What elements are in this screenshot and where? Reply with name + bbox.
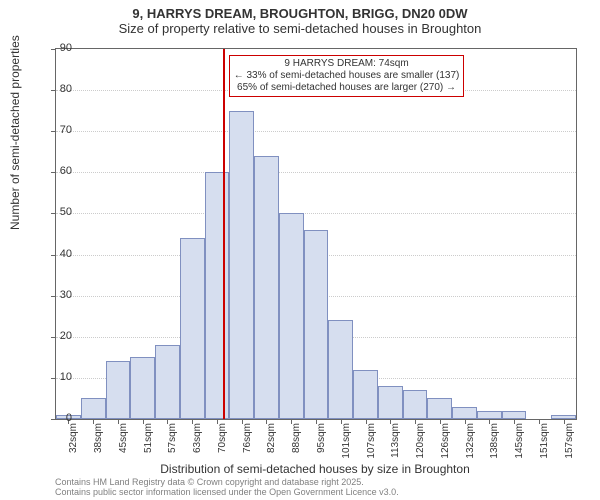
- annotation-box: 9 HARRYS DREAM: 74sqm← 33% of semi-detac…: [229, 55, 465, 97]
- chart-title-address: 9, HARRYS DREAM, BROUGHTON, BRIGG, DN20 …: [0, 0, 600, 21]
- histogram-bar: [403, 390, 428, 419]
- xtick-label: 113sqm: [390, 423, 401, 463]
- footnote-line2: Contains public sector information licen…: [55, 488, 399, 498]
- xtick-label: 76sqm: [242, 423, 253, 463]
- xtick-label: 51sqm: [143, 423, 154, 463]
- histogram-bar: [353, 370, 378, 419]
- histogram-bar: [452, 407, 477, 419]
- xtick-label: 120sqm: [415, 423, 426, 463]
- histogram-bar: [130, 357, 155, 419]
- xtick-label: 63sqm: [192, 423, 203, 463]
- histogram-bar: [155, 345, 180, 419]
- plot-area: 32sqm38sqm45sqm51sqm57sqm63sqm70sqm76sqm…: [55, 48, 577, 420]
- xtick-label: 45sqm: [118, 423, 129, 463]
- annotation-line3: 65% of semi-detached houses are larger (…: [234, 82, 460, 94]
- histogram-bar: [279, 213, 304, 419]
- xtick-label: 151sqm: [539, 423, 550, 463]
- annotation-line2: ← 33% of semi-detached houses are smalle…: [234, 70, 460, 82]
- ytick-label: 60: [42, 165, 72, 177]
- ytick-label: 50: [42, 206, 72, 218]
- histogram-bar: [378, 386, 403, 419]
- ytick-label: 90: [42, 42, 72, 54]
- gridline: [56, 131, 576, 132]
- xtick-label: 70sqm: [217, 423, 228, 463]
- histogram-bar: [254, 156, 279, 419]
- xtick-label: 38sqm: [93, 423, 104, 463]
- histogram-bar: [427, 398, 452, 419]
- xtick-label: 157sqm: [564, 423, 575, 463]
- ytick-label: 0: [42, 412, 72, 424]
- chart-title-subtitle: Size of property relative to semi-detach…: [0, 21, 600, 40]
- histogram-bar: [477, 411, 502, 419]
- xtick-label: 145sqm: [514, 423, 525, 463]
- ytick-label: 70: [42, 124, 72, 136]
- histogram-bar: [229, 111, 254, 419]
- xtick-label: 107sqm: [366, 423, 377, 463]
- histogram-bar: [81, 398, 106, 419]
- xtick-label: 82sqm: [266, 423, 277, 463]
- gridline: [56, 172, 576, 173]
- gridline: [56, 213, 576, 214]
- ytick-label: 40: [42, 248, 72, 260]
- attribution-footnote: Contains HM Land Registry data © Crown c…: [55, 478, 399, 498]
- xtick-label: 132sqm: [465, 423, 476, 463]
- chart-container: 9, HARRYS DREAM, BROUGHTON, BRIGG, DN20 …: [0, 0, 600, 500]
- histogram-bar: [180, 238, 205, 419]
- xtick-label: 138sqm: [489, 423, 500, 463]
- ytick-label: 80: [42, 83, 72, 95]
- histogram-bar: [304, 230, 329, 419]
- property-marker-line: [223, 49, 225, 419]
- annotation-line1: 9 HARRYS DREAM: 74sqm: [234, 58, 460, 70]
- histogram-bar: [205, 172, 230, 419]
- histogram-bar: [328, 320, 353, 419]
- histogram-bar: [106, 361, 131, 419]
- ytick-label: 30: [42, 289, 72, 301]
- y-axis-label: Number of semi-detached properties: [8, 35, 22, 230]
- histogram-bar: [502, 411, 527, 419]
- xtick-label: 32sqm: [68, 423, 79, 463]
- xtick-label: 88sqm: [291, 423, 302, 463]
- ytick-label: 10: [42, 371, 72, 383]
- xtick-label: 101sqm: [341, 423, 352, 463]
- xtick-label: 57sqm: [167, 423, 178, 463]
- ytick-label: 20: [42, 330, 72, 342]
- xtick-label: 126sqm: [440, 423, 451, 463]
- xtick-label: 95sqm: [316, 423, 327, 463]
- x-axis-label: Distribution of semi-detached houses by …: [55, 462, 575, 476]
